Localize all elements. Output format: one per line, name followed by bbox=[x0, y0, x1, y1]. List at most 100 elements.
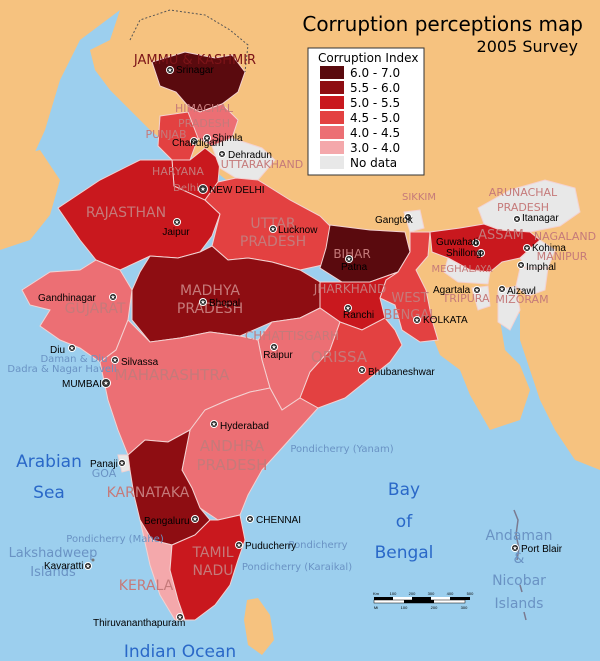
city-label-raipur: Raipur bbox=[263, 350, 293, 361]
city-label-patna: Patna bbox=[341, 262, 368, 273]
state-label-goa: GOA bbox=[92, 467, 117, 480]
legend-label: 4.5 - 5.0 bbox=[350, 111, 400, 125]
city-marker-itanagar bbox=[513, 215, 521, 223]
legend-swatch bbox=[320, 111, 344, 124]
city-label-gangtok: Gangtok bbox=[375, 215, 414, 226]
city-marker-kavaratti bbox=[84, 562, 92, 570]
region-andaman-nicobar bbox=[513, 509, 527, 621]
state-label-andaman: Andaman & Nicobar Islands bbox=[485, 528, 552, 612]
scale-tick-km: 500 bbox=[467, 591, 474, 596]
state-label-assam: ASSAM bbox=[478, 228, 524, 243]
city-star-gangtok: ★ bbox=[405, 214, 410, 221]
city-star-dehradun: ★ bbox=[219, 151, 224, 158]
water-labels: Arabian Sea Bay of Bengal Indian Ocean bbox=[16, 452, 433, 661]
city-star-kohima: ★ bbox=[524, 245, 529, 252]
state-label-tamilnadu: TAMIL NADU bbox=[191, 545, 233, 579]
city-marker-guwahati bbox=[472, 239, 480, 247]
city-label-gandhinagar: Gandhinagar bbox=[38, 293, 96, 304]
city-marker-patna bbox=[345, 255, 353, 263]
state-label-pondi_mahe: Pondicherry (Mahe) bbox=[66, 534, 164, 545]
city-marker-kolkata bbox=[413, 316, 421, 324]
city-star-aizawl: ★ bbox=[499, 286, 504, 293]
city-marker-jaipur bbox=[173, 218, 181, 226]
state-label-meghalaya: MEGHALAYA bbox=[431, 264, 492, 275]
city-label-chennai: CHENNAI bbox=[256, 515, 301, 526]
state-label-westbengal: WEST BENGAL bbox=[383, 291, 437, 323]
neighbour-land-west bbox=[0, 150, 60, 250]
city-marker-imphal bbox=[517, 261, 525, 269]
scale-tick-mi: Mi bbox=[374, 605, 378, 610]
city-label-kolkata: KOLKATA bbox=[423, 315, 468, 326]
state-label-sikkim: SIKKIM bbox=[402, 192, 436, 203]
city-marker-silvassa bbox=[111, 356, 119, 364]
city-marker-puducherry bbox=[235, 541, 243, 549]
legend-label: 3.0 - 4.0 bbox=[350, 141, 400, 155]
state-label-pondi_karaikal: Pondicherry (Karaikal) bbox=[242, 562, 352, 573]
region-mizoram bbox=[497, 285, 521, 331]
city-marker-aizawl bbox=[498, 285, 506, 293]
city-star-itanagar: ★ bbox=[514, 216, 519, 223]
state-label-pondi_yanam: Pondicherry (Yanam) bbox=[290, 444, 393, 455]
scale-tick-km: 300 bbox=[428, 591, 435, 596]
city-star-patna: ★ bbox=[346, 256, 351, 263]
city-label-panaji: Panaji bbox=[90, 459, 118, 470]
label-bay-3: Bengal bbox=[375, 543, 434, 563]
city-star-shillong: ★ bbox=[478, 250, 483, 257]
city-marker-bhopal bbox=[199, 298, 207, 306]
city-marker-hyderabad bbox=[210, 420, 218, 428]
legend-swatch bbox=[320, 96, 344, 109]
state-label-haryana: HARYANA bbox=[152, 165, 204, 178]
legend-label: 6.0 - 7.0 bbox=[350, 66, 400, 80]
city-label-srinagar: Srinagar bbox=[176, 65, 214, 76]
city-star-srinagar: ★ bbox=[167, 67, 172, 74]
state-label-tripura: TRIPURA bbox=[441, 292, 489, 305]
city-label-bengaluru: Bengaluru bbox=[144, 516, 190, 527]
city-star-bhubaneshwar: ★ bbox=[359, 367, 364, 374]
city-marker-shimla bbox=[203, 134, 211, 142]
state-label-dadra: Dadra & Nagar Haveli bbox=[7, 364, 116, 375]
legend: Corruption Index 6.0 - 7.05.5 - 6.05.0 -… bbox=[307, 47, 425, 176]
legend-swatch bbox=[320, 126, 344, 139]
city-label-portblair: Port Blair bbox=[521, 544, 563, 555]
city-label-imphal: Imphal bbox=[526, 262, 556, 273]
region-tamil-nadu bbox=[169, 514, 246, 621]
city-marker-newdelhi bbox=[198, 184, 208, 194]
scale-bar-mi-seg bbox=[404, 600, 434, 603]
city-marker-mumbai bbox=[101, 378, 111, 388]
city-marker-chandigarh bbox=[190, 137, 198, 145]
lakshadweep-dot bbox=[91, 558, 95, 562]
state-label-uttarakhand: UTTARAKHAND bbox=[221, 158, 303, 171]
city-marker-dehradun bbox=[218, 150, 226, 158]
scale-bar-km-seg bbox=[393, 597, 412, 600]
city-label-puducherry: Puducherry bbox=[245, 541, 296, 552]
state-label-pondi: Pondicherry bbox=[288, 540, 347, 551]
city-star-puducherry: ★ bbox=[236, 542, 241, 549]
city-star-imphal: ★ bbox=[518, 262, 523, 269]
legend-label: No data bbox=[350, 156, 397, 170]
city-star-lucknow: ★ bbox=[270, 226, 275, 233]
label-arabian-sea-2: Sea bbox=[33, 483, 65, 503]
state-label-bihar: BIHAR bbox=[333, 247, 370, 261]
state-label-himachal: HIMACHAL PRADESH bbox=[175, 102, 234, 130]
legend-label: 4.0 - 4.5 bbox=[350, 126, 400, 140]
state-label-maharashtra: MAHARASHTRA bbox=[115, 366, 231, 384]
label-bay-1: Bay bbox=[388, 480, 420, 500]
city-label-lucknow: Lucknow bbox=[278, 225, 318, 236]
city-marker-kohima bbox=[523, 244, 531, 252]
region-manipur bbox=[515, 267, 549, 297]
city-label-itanagar: Itanagar bbox=[522, 213, 559, 224]
myanmar-land bbox=[520, 290, 600, 470]
city-marker-chennai bbox=[246, 515, 254, 523]
city-label-silvassa: Silvassa bbox=[121, 357, 159, 368]
city-star-panaji: ★ bbox=[119, 460, 124, 467]
city-marker-srinagar bbox=[166, 66, 174, 74]
city-label-mumbai: MUMBAI bbox=[62, 379, 102, 390]
state-label-rajasthan: RAJASTHAN bbox=[86, 205, 166, 221]
city-star-kolkata: ★ bbox=[414, 317, 419, 324]
city-star-ranchi: ★ bbox=[345, 305, 350, 312]
city-star-thiruvananthapuram: ★ bbox=[177, 614, 182, 621]
state-label-gujarat: GUJARAT bbox=[65, 301, 126, 317]
state-label-orissa: ORISSA bbox=[311, 348, 368, 366]
city-marker-diu bbox=[68, 344, 76, 352]
